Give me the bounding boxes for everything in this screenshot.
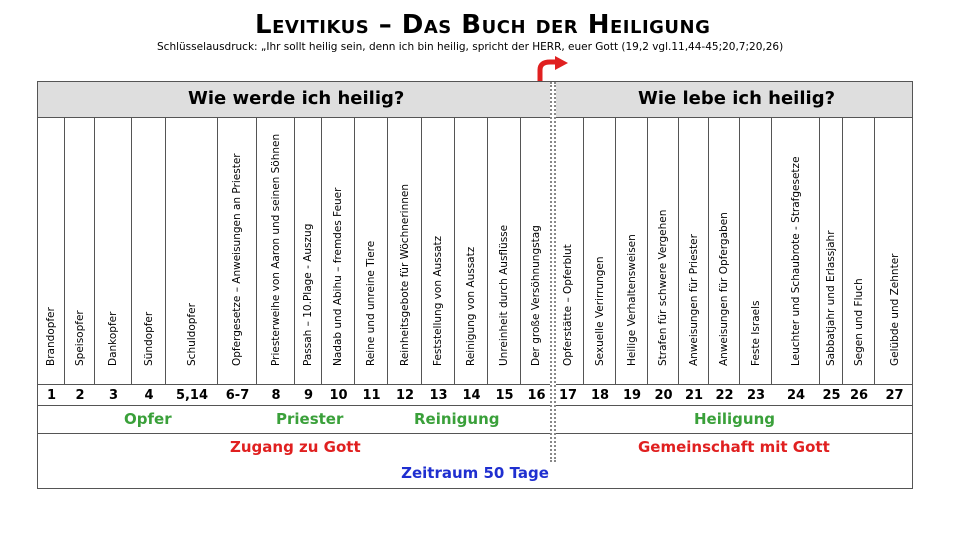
chapter-title: Strafen für schwere Vergehen — [657, 209, 669, 366]
chapter-column: Opfergesetze – Anweisungen an Priester — [218, 118, 257, 384]
chapter-column: Reinheitsgebote für Wöchnerinnen — [388, 118, 422, 384]
chapter-column: Der große Versöhnungstag — [521, 118, 552, 384]
group-opfer: Opfer — [124, 410, 172, 428]
chapter-number: 14 — [462, 388, 481, 403]
chapter-number: 20 — [654, 388, 673, 403]
key-phrase: Schlüsselausdruck: „Ihr sollt heilig sei… — [157, 41, 784, 53]
chapter-column: Priesterweihe von Aaron und seinen Söhne… — [257, 118, 295, 384]
chapter-number: 5,14 — [175, 388, 209, 403]
time-period: Zeitraum 50 Tage — [401, 464, 549, 482]
chapter-number: 16 — [527, 388, 546, 403]
chapter-number: 1 — [46, 388, 57, 403]
chapter-number: 26 — [849, 388, 869, 403]
chapter-column: Segen und Fluch — [843, 118, 875, 384]
chapter-title: Feststellung von Aussatz — [432, 235, 444, 366]
chapter-title: Reinheitsgebote für Wöchnerinnen — [398, 183, 411, 366]
section-divider — [550, 82, 556, 462]
chapter-title: Nadab und Abihu – fremdes Feuer — [332, 187, 344, 366]
chapter-number: 25 — [822, 388, 841, 403]
chapter-column: Brandopfer — [38, 118, 65, 384]
chapter-column: Speisopfer — [65, 118, 95, 384]
theme-row: Zugang zu Gott Gemeinschaft mit Gott — [38, 434, 912, 462]
chapter-number: 8 — [271, 388, 281, 403]
group-reinigung: Reinigung — [414, 410, 500, 428]
chapter-title: Schuldopfer — [185, 303, 198, 366]
chapter-title: Feste Israels — [749, 300, 762, 366]
chapter-column: Sexuelle Verirrungen — [584, 118, 616, 384]
chapter-column: Anweisungen für Opfergaben — [709, 118, 740, 384]
chapter-column: Gelübde und Zehnter — [875, 118, 914, 384]
chapter-number: 4 — [144, 388, 154, 403]
chapter-title: Dankopfer — [107, 311, 119, 366]
chapter-number: 2 — [75, 388, 85, 403]
chapter-number: 22 — [715, 388, 734, 403]
chapter-column: Schuldopfer — [166, 118, 218, 384]
chapter-title: Opferstätte – Opferblut — [561, 244, 574, 366]
chapter-column: Strafen für schwere Vergehen — [648, 118, 679, 384]
chapter-title: Unreinheit durch Ausflüsse — [498, 224, 510, 366]
header-bar: Wie werde ich heilig? Wie lebe ich heili… — [38, 82, 912, 118]
chapter-title: Sabbatjahr und Erlassjahr — [825, 230, 837, 366]
chapter-column: Reine und unreine Tiere — [355, 118, 388, 384]
group-priester: Priester — [276, 410, 344, 428]
chapter-number: 23 — [746, 388, 766, 403]
group-heiligung: Heiligung — [694, 410, 775, 428]
chapter-title: Brandopfer — [45, 307, 57, 366]
overview-chart: Wie werde ich heilig? Wie lebe ich heili… — [37, 81, 913, 489]
chapter-number: 19 — [622, 388, 642, 403]
chapter-title: Gelübde und Zehnter — [888, 253, 901, 366]
chapter-number: 13 — [429, 388, 448, 403]
chapter-number: 6-7 — [225, 388, 250, 403]
chapter-number-row: 1 2 3 4 5,14 6-7 8 9 10 11 12 13 14 15 16 17 18 19 20 21 22 2… — [38, 384, 912, 406]
chapter-column: Feststellung von Aussatz — [422, 118, 455, 384]
chapter-title: Sündopfer — [142, 311, 155, 366]
chapter-title: Anweisungen für Opfergaben — [718, 212, 730, 366]
theme-right: Gemeinschaft mit Gott — [638, 438, 830, 456]
chapter-column: Unreinheit durch Ausflüsse — [488, 118, 521, 384]
chapter-title: Heilige Verhaltensweisen — [625, 234, 638, 366]
turn-arrow-icon — [537, 56, 568, 86]
chapter-column: Leuchter und Schaubrote - Strafgesetze — [772, 118, 820, 384]
chapter-column: Sündopfer — [132, 118, 166, 384]
chapter-number: 9 — [303, 388, 314, 403]
header-right: Wie lebe ich heilig? — [638, 88, 836, 109]
chapter-column: Sabbatjahr und Erlassjahr — [820, 118, 843, 384]
chapter-number: 27 — [885, 388, 904, 403]
chapter-title: Segen und Fluch — [852, 278, 865, 366]
chapter-title: Opfergesetze – Anweisungen an Priester — [231, 153, 243, 366]
group-row: Opfer Priester Reinigung Heiligung — [38, 406, 912, 434]
chapter-number: 10 — [329, 388, 348, 403]
chapter-title: Reine und unreine Tiere — [365, 240, 377, 366]
chapter-title: Passah – 10.Plage - Auszug — [302, 223, 314, 366]
page-title: Levitikus – Das Buch der Heiligung — [255, 10, 711, 40]
chapter-column: Heilige Verhaltensweisen — [616, 118, 648, 384]
chapter-column: Passah – 10.Plage - Auszug — [295, 118, 322, 384]
chapter-title: Reinigung von Aussatz — [465, 246, 477, 366]
chapter-number: 21 — [684, 388, 704, 403]
chapter-number: 11 — [362, 388, 381, 403]
chapter-number: 18 — [590, 388, 610, 403]
chapter-column: Nadab und Abihu – fremdes Feuer — [322, 118, 355, 384]
chapter-column: Opferstätte – Opferblut — [552, 118, 584, 384]
chapter-column: Anweisungen für Priester — [679, 118, 709, 384]
chapter-column: Feste Israels — [740, 118, 772, 384]
chapter-title: Der große Versöhnungstag — [530, 225, 542, 366]
chapter-title: Leuchter und Schaubrote - Strafgesetze — [789, 156, 802, 366]
chapter-column: Reinigung von Aussatz — [455, 118, 488, 384]
theme-left: Zugang zu Gott — [230, 438, 361, 456]
chapter-number: 15 — [495, 388, 514, 403]
chapter-number: 24 — [786, 388, 806, 403]
chapter-number: 17 — [558, 388, 578, 403]
chapter-column: Dankopfer — [95, 118, 132, 384]
chapter-title: Priesterweihe von Aaron und seinen Söhne… — [269, 133, 282, 366]
chapter-title: Speisopfer — [73, 310, 86, 366]
chapter-number: 12 — [395, 388, 415, 403]
chapter-number: 3 — [108, 388, 119, 403]
chapter-title: Sexuelle Verirrungen — [593, 256, 606, 366]
chapter-title: Anweisungen für Priester — [687, 234, 700, 366]
header-left: Wie werde ich heilig? — [188, 88, 405, 109]
